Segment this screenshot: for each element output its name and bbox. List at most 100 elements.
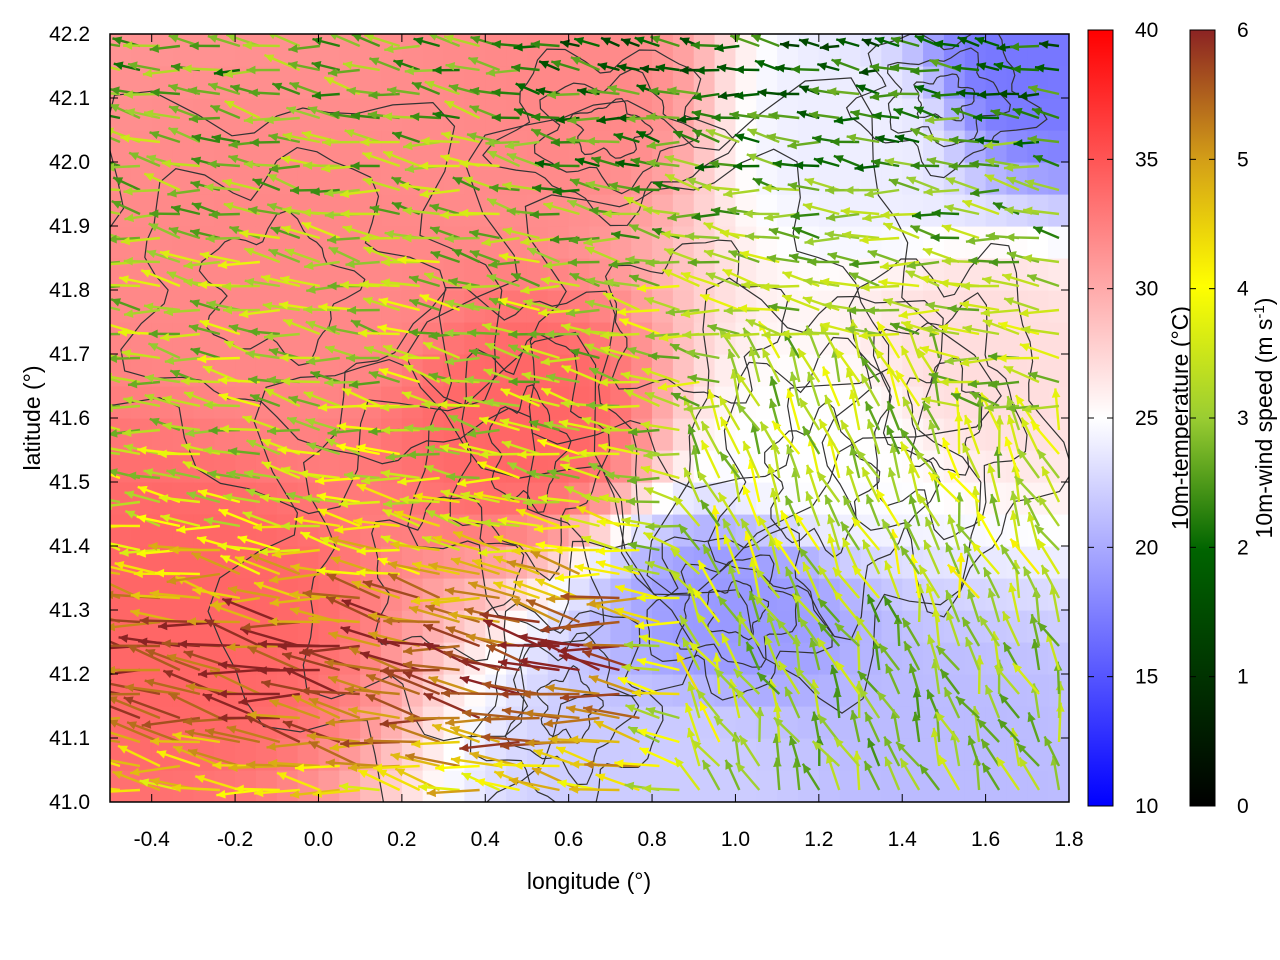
wind-arrow-head: [650, 35, 661, 44]
heatmap-cell: [964, 770, 987, 802]
wind-arrow-head: [945, 177, 956, 186]
wind-arrow-head: [248, 375, 258, 385]
wind-arrow: [525, 740, 580, 745]
wind-arrow-head: [1003, 642, 1012, 653]
wind-arrow-head: [170, 62, 181, 72]
wind-arrow-head: [85, 493, 95, 502]
heatmap-cell: [1048, 98, 1069, 131]
wind-arrow-head: [613, 132, 624, 142]
wind-arrow-head: [685, 349, 696, 358]
wind-arrow-head: [378, 367, 389, 377]
y-tick-label: 41.7: [49, 343, 90, 366]
wind-arrow-head: [884, 157, 895, 167]
wind-arrow-head: [119, 275, 129, 284]
wind-arrow-head: [685, 232, 695, 241]
wind-arrow-head: [478, 548, 488, 557]
heatmap-cell: [318, 130, 340, 163]
wind-arrow-head: [746, 641, 755, 652]
wind-arrow-head: [636, 84, 647, 93]
wind-arrow-head: [630, 157, 641, 166]
wind-arrow-head: [428, 34, 438, 41]
wind-arrow-head: [1051, 388, 1061, 398]
wind-arrow-head: [852, 565, 862, 576]
wind-arrow-head: [757, 672, 767, 683]
wind-arrow-head: [133, 569, 143, 579]
wind-arrow-head: [301, 130, 312, 140]
heatmap-cell: [276, 450, 299, 483]
heatmap-cell: [547, 482, 570, 515]
wind-arrow-head: [589, 367, 600, 376]
wind-arrow-head: [520, 394, 531, 403]
wind-arrow-head: [710, 206, 721, 216]
heatmap-cell: [506, 290, 528, 323]
wind-arrow-head: [507, 462, 518, 471]
wind-arrow-head: [157, 449, 167, 459]
wind-arrow-head: [744, 531, 753, 541]
y-axis-label: latitude (°): [19, 365, 45, 470]
heatmap-cell: [110, 514, 132, 547]
wind-arrow-head: [714, 716, 724, 726]
wind-arrow-head: [859, 688, 869, 698]
heatmap-cell: [547, 98, 570, 131]
wind-arrow-head: [110, 590, 114, 600]
wind-arrow-head: [264, 54, 275, 63]
colorbar-tick-label: 35: [1135, 148, 1158, 171]
wind-arrow-head: [286, 491, 296, 501]
wind-arrow: [482, 618, 541, 648]
heatmap-cell: [985, 290, 1008, 323]
wind-arrow-head: [1009, 42, 1020, 52]
wind-arrow-head: [967, 735, 976, 746]
heatmap-cell: [422, 386, 445, 419]
heatmap-cell: [151, 642, 174, 675]
heatmap-cell: [235, 130, 257, 163]
wind-arrow-head: [268, 617, 278, 626]
wind-arrow-head: [560, 39, 570, 49]
wind-arrow-head: [94, 561, 104, 569]
heatmap-cell: [547, 290, 570, 323]
wind-arrow-head: [383, 150, 394, 160]
wind-arrow-head: [930, 727, 940, 738]
wind-arrow-head: [419, 294, 430, 303]
wind-arrow-head: [761, 330, 771, 340]
wind-arrow-head: [543, 260, 553, 270]
wind-arrow-head: [160, 513, 171, 523]
wind-arrow-head: [110, 468, 118, 477]
wind-arrow-head: [188, 323, 199, 333]
wind-arrow-head: [653, 180, 663, 190]
heatmap-cell: [610, 226, 632, 259]
wind-arrow-head: [324, 210, 334, 220]
wind-arrow-head: [680, 271, 691, 281]
wind-arrow-head: [1004, 206, 1014, 215]
heatmap-cell: [526, 322, 549, 355]
wind-arrow-head: [901, 320, 912, 330]
wind-arrow-head: [608, 259, 619, 269]
wind-arrow: [110, 283, 141, 288]
wind-arrow-head: [278, 300, 289, 310]
wind-arrow-head: [166, 468, 177, 477]
heatmap-cell: [839, 578, 862, 611]
wind-arrow-head: [657, 382, 668, 392]
contour-line: [707, 336, 941, 641]
wind-arrow-head: [597, 62, 608, 71]
heatmap-cell: [652, 482, 674, 515]
wind-arrow-head: [819, 42, 830, 52]
contour-line: [371, 496, 525, 662]
wind-arrow-head: [288, 44, 298, 53]
heatmap-cell: [130, 578, 153, 611]
wind-arrow-head: [248, 206, 258, 215]
heatmap-cell: [652, 418, 674, 451]
wind-arrow-head: [419, 189, 430, 199]
wind-arrow-head: [560, 514, 571, 523]
wind-arrow: [123, 696, 181, 720]
heatmap-cell: [193, 354, 215, 387]
wind-arrow-head: [348, 380, 359, 389]
wind-arrow-head: [459, 743, 469, 753]
wind-arrow-head: [703, 222, 714, 231]
wind-arrow-head: [825, 212, 836, 222]
wind-arrow-head: [243, 115, 254, 125]
wind-arrow-head: [411, 82, 422, 91]
wind-arrow-head: [859, 235, 869, 245]
contour-line: [845, 34, 1048, 179]
heatmap-cell: [401, 98, 424, 131]
